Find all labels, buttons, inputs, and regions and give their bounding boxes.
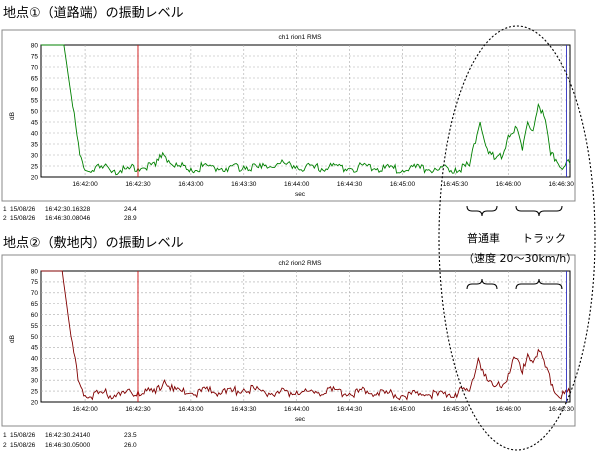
chart2-cursor-readout: 1 15/08/26 16:42:30.24140 23.5 2 15/08/2…: [3, 432, 137, 449]
chart1-x-tick-label: 16:46:30: [549, 181, 575, 188]
highlight-ellipse: [438, 25, 596, 451]
chart2-x-tick-label: 16:43:00: [178, 406, 204, 413]
chart1-cursor2-label: 2: [3, 215, 7, 222]
chart1-y-tick-label: 25: [31, 163, 39, 170]
chart2-y-tick-label: 25: [31, 388, 39, 395]
chart1-y-tick-label: 30: [31, 152, 39, 159]
chart2-x-tick-label: 16:45:30: [443, 406, 469, 413]
chart2-y-tick-label: 60: [31, 312, 39, 319]
chart2-x-tick-label: 16:43:30: [231, 406, 257, 413]
chart1-x-tick-label: 16:42:30: [125, 181, 151, 188]
chart1-y-tick-label: 45: [31, 119, 39, 126]
label-truck: トラック: [522, 232, 566, 245]
chart2-x-tick-label: 16:44:00: [284, 406, 310, 413]
chart1-y-tick-label: 20: [31, 174, 39, 181]
chart2-x-tick-label: 16:42:00: [72, 406, 98, 413]
chart1-y-tick-label: 60: [31, 86, 39, 93]
chart2-y-tick-label: 65: [31, 301, 39, 308]
chart2-y-tick-label: 55: [31, 323, 39, 330]
chart2-y-tick-label: 80: [31, 268, 39, 275]
chart2-section-title: 地点②（敷地内）の振動レベル: [3, 235, 184, 251]
chart1-cursor2-value: 28.9: [124, 215, 137, 222]
chart1-y-tick-label: 50: [31, 108, 39, 115]
chart2-x-axis-label: sec: [295, 416, 306, 423]
chart2-y-tick-label: 30: [31, 377, 39, 384]
brace-regular-upper: [466, 205, 498, 217]
chart1-section-title: 地点①（道路端）の振動レベル: [3, 5, 184, 21]
chart2-x-tick-label: 16:45:00: [390, 406, 416, 413]
chart1-x-tick-label: 16:46:00: [496, 181, 522, 188]
chart2-y-tick-label: 45: [31, 345, 39, 352]
chart2-cursor2-time: 16:46:30.05000: [45, 442, 91, 449]
label-regular-vehicle: 普通車: [467, 231, 500, 245]
chart2-y-tick-label: 75: [31, 279, 39, 286]
chart1-cursor1-date: 15/08/26: [10, 206, 36, 213]
brace-truck-lower: [515, 278, 563, 290]
chart1-x-tick-label: 16:43:00: [178, 181, 204, 188]
chart1-cursor-readout: 1 15/08/26 16:42:30.16328 24.4 2 15/08/2…: [3, 206, 137, 222]
chart1-cursor1-label: 1: [3, 206, 7, 213]
chart1-x-tick-label: 16:42:00: [72, 181, 98, 188]
chart1-y-tick-label: 75: [31, 53, 39, 60]
chart1-x-tick-label: 16:44:00: [284, 181, 310, 188]
chart1-cursor2-date: 15/08/26: [10, 215, 36, 222]
chart2-y-tick-label: 40: [31, 356, 39, 363]
chart2-x-tick-label: 16:46:30: [549, 406, 575, 413]
chart1-window-title: ch1 rion1 RMS: [279, 34, 323, 41]
chart1-cursor1-time: 16:42:30.16328: [45, 206, 91, 213]
chart1-y-tick-label: 65: [31, 75, 39, 82]
chart1-y-tick-label: 40: [31, 130, 39, 137]
chart2-x-tick-label: 16:46:00: [496, 406, 522, 413]
chart1-y-tick-label: 70: [31, 64, 39, 71]
chart2-cursor2-value: 26.0: [124, 442, 137, 449]
chart1-cursor1-value: 24.4: [124, 206, 137, 213]
chart2-y-axis-label: dB: [9, 335, 16, 343]
chart2-series-line: [41, 270, 571, 401]
chart1-y-tick-label: 35: [31, 141, 39, 148]
chart2-y-tick-label: 50: [31, 334, 39, 341]
chart2-cursor2-date: 15/08/26: [10, 442, 36, 449]
chart2-plot-area: 20 25 30 35 40 45 50 55 60 65 70 75 80 16:42:00 16:42:…: [31, 268, 574, 413]
chart2-cursor1-value: 23.5: [124, 432, 137, 439]
chart2-y-tick-label: 20: [31, 399, 39, 406]
chart1-x-tick-label: 16:45:00: [390, 181, 416, 188]
chart1-plot-area: 20 25 30 35 40 45 50 55 60 65 70 75 80 16:42:00 16:42:…: [31, 42, 574, 188]
chart1-x-axis-label: sec: [295, 191, 306, 198]
chart2-window-title: ch2 rion2 RMS: [279, 260, 323, 267]
chart2-y-tick-label: 35: [31, 367, 39, 374]
chart2-x-tick-label: 16:42:30: [125, 406, 151, 413]
chart1-series-line: [41, 44, 571, 176]
chart1-y-tick-label: 80: [31, 42, 39, 49]
chart1-x-tick-label: 16:44:30: [337, 181, 363, 188]
chart1-y-tick-label: 55: [31, 97, 39, 104]
chart2-cursor2-label: 2: [3, 442, 7, 449]
chart2-x-tick-label: 16:44:30: [337, 406, 363, 413]
label-speed-note: （速度 20～30km/h）: [463, 251, 577, 265]
chart2-y-tick-label: 70: [31, 290, 39, 297]
chart2-cursor1-date: 15/08/26: [10, 432, 36, 439]
chart1-y-axis-label: dB: [9, 112, 16, 120]
chart1-x-tick-label: 16:45:30: [443, 181, 469, 188]
brace-truck-upper: [515, 205, 563, 217]
chart1-cursor2-time: 16:46:30.08046: [45, 215, 91, 222]
chart1-x-tick-label: 16:43:30: [231, 181, 257, 188]
chart2-cursor1-label: 1: [3, 432, 7, 439]
brace-regular-lower: [466, 278, 498, 290]
chart2-cursor1-time: 16:42:30.24140: [45, 432, 91, 439]
